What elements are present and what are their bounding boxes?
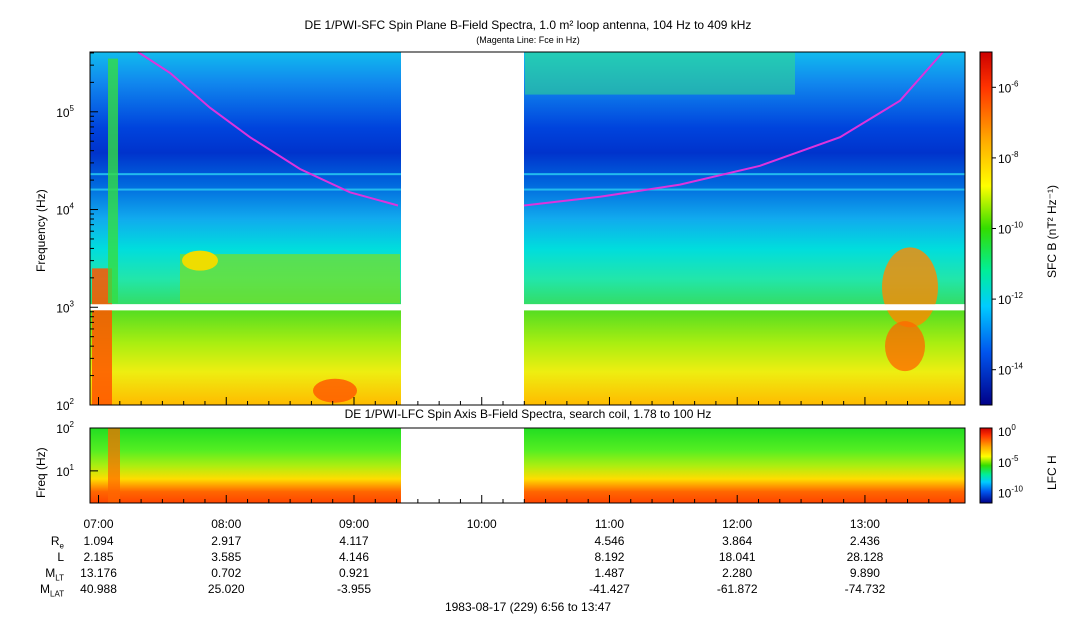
x-tick-label: 09:00 <box>338 517 369 531</box>
emission-blob <box>108 428 120 503</box>
lower-colorbar-tick-label: 100 <box>998 423 1016 439</box>
lower-panel-title: DE 1/PWI-LFC Spin Axis B-Field Spectra, … <box>344 407 712 421</box>
x-tick-label: 11:00 <box>594 517 625 531</box>
ephemeris-value: 3.864 <box>722 534 753 548</box>
x-tick-label: 07:00 <box>83 517 114 531</box>
ephemeris-value: -74.732 <box>844 582 886 596</box>
emission-blob <box>885 321 925 372</box>
lower-y-tick-label: 101 <box>56 463 74 479</box>
upper-y-tick-label: 105 <box>56 104 74 120</box>
ephemeris-value: -3.955 <box>336 582 371 596</box>
interference-line <box>90 173 965 176</box>
ephemeris-value: 0.702 <box>211 566 242 580</box>
ephemeris-value: 2.185 <box>83 550 114 564</box>
emission-blob <box>525 52 795 95</box>
fce-line <box>137 51 399 207</box>
ephemeris-value: 2.280 <box>722 566 753 580</box>
ephemeris-value: -41.427 <box>589 582 630 596</box>
ephemeris-value: 2.917 <box>211 534 242 548</box>
upper-panel-title: DE 1/PWI-SFC Spin Plane B-Field Spectra,… <box>304 18 752 32</box>
upper-colorbar-tick-label: 10-8 <box>998 150 1019 166</box>
ephemeris-value: 3.585 <box>211 550 242 564</box>
frequency-gap <box>90 304 965 311</box>
interference-line <box>90 188 965 191</box>
upper-colorbar-tick-label: 10-10 <box>998 221 1023 237</box>
ephemeris-value: 18.041 <box>718 550 756 564</box>
lower-y-tick-label: 102 <box>56 420 74 436</box>
ephemeris-value: 2.436 <box>849 534 880 548</box>
ephemeris-value: 1.487 <box>594 566 625 580</box>
ephemeris-label: MLAT <box>40 582 65 599</box>
x-tick-label: 08:00 <box>211 517 242 531</box>
upper-y-tick-label: 102 <box>56 397 74 413</box>
upper-panel-subtitle: (Magenta Line: Fce in Hz) <box>476 35 580 45</box>
ephemeris-value: 13.176 <box>80 566 117 580</box>
ephemeris-value: 25.020 <box>207 582 245 596</box>
lfc-band <box>90 428 965 503</box>
ephemeris-value: 4.146 <box>338 550 369 564</box>
emission-blob <box>92 268 112 405</box>
lower-colorbar-tick-label: 10-5 <box>998 454 1019 470</box>
lower-colorbar-tick-label: 10-10 <box>998 485 1023 501</box>
upper-y-tick-label: 103 <box>56 299 74 315</box>
sfc-low-band <box>90 310 965 405</box>
ephemeris-label: Re <box>50 534 64 551</box>
upper-y-tick-label: 104 <box>56 202 74 218</box>
upper-colorbar-tick-label: 10-6 <box>998 79 1019 95</box>
x-tick-label: 12:00 <box>722 517 753 531</box>
ephemeris-value: 40.988 <box>80 582 117 596</box>
emission-blob <box>882 247 938 328</box>
data-gap-upper <box>401 52 524 405</box>
emission-blob <box>313 378 357 403</box>
upper-colorbar <box>979 51 993 406</box>
upper-frame <box>89 51 966 406</box>
lower-colorbar <box>979 427 993 504</box>
ephemeris-value: -61.872 <box>716 582 758 596</box>
data-gap-lower <box>401 428 524 503</box>
ephemeris-value: 4.117 <box>339 534 369 548</box>
upper-colorbar-tick-label: 10-14 <box>998 362 1023 378</box>
x-tick-label: 13:00 <box>849 517 880 531</box>
upper-colorbar-tick-label: 10-12 <box>998 291 1023 307</box>
ephemeris-value: 28.128 <box>846 550 884 564</box>
ephemeris-label: L <box>57 550 64 564</box>
emission-blob <box>108 58 118 304</box>
ephemeris-value: 8.192 <box>594 550 625 564</box>
ephemeris-value: 9.890 <box>849 566 880 580</box>
emission-blob <box>182 250 218 271</box>
x-tick-label: 10:00 <box>466 517 497 531</box>
ephemeris-value: 4.546 <box>594 534 625 548</box>
ephemeris-label: MLT <box>45 566 64 583</box>
fce-line <box>523 51 944 207</box>
ephemeris-value: 0.921 <box>338 566 369 580</box>
time-range-caption: 1983-08-17 (229) 6:56 to 13:47 <box>444 600 612 614</box>
ephemeris-value: 1.094 <box>83 534 114 548</box>
lower-frame <box>89 427 966 504</box>
